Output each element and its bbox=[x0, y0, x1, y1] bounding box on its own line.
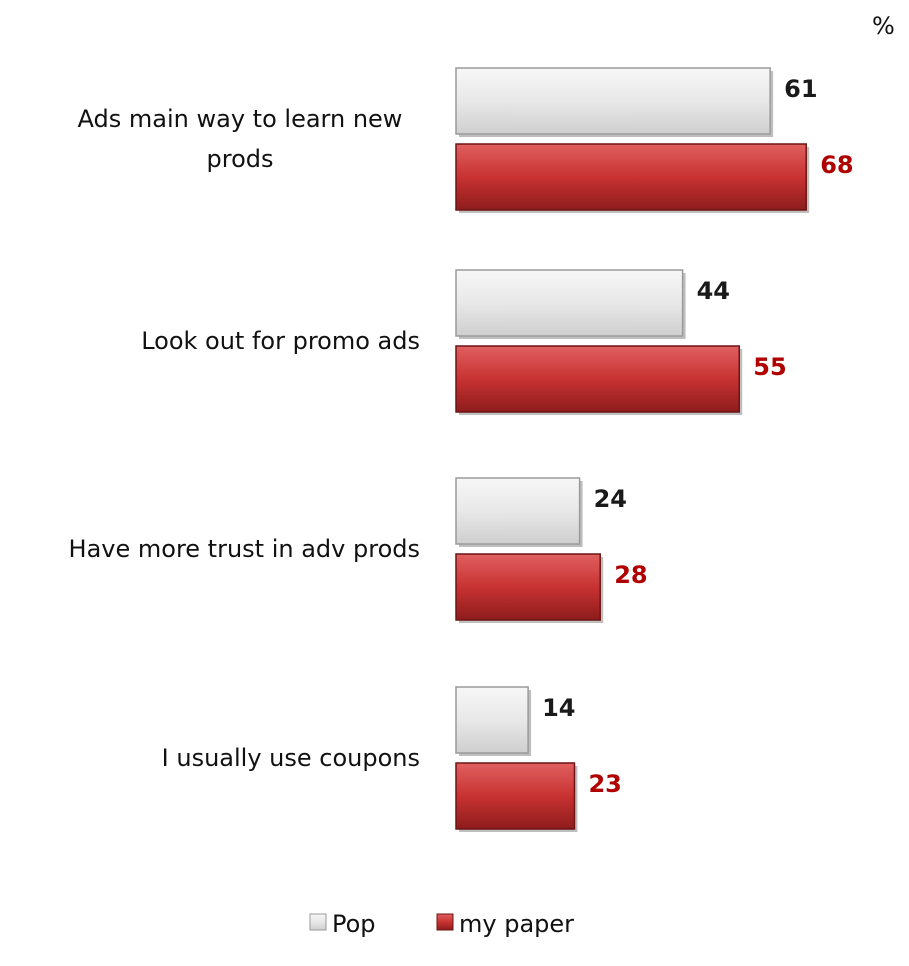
bar-pop bbox=[455, 686, 529, 754]
data-label: 55 bbox=[753, 353, 786, 381]
legend-swatch bbox=[309, 913, 327, 931]
category-label: prods bbox=[207, 145, 274, 173]
category-label: Look out for promo ads bbox=[141, 327, 420, 355]
bar-my-paper bbox=[455, 345, 740, 413]
legend-swatch bbox=[436, 913, 454, 931]
bar-my-paper bbox=[455, 143, 807, 211]
data-label: 44 bbox=[697, 277, 730, 305]
legend-label: Pop bbox=[332, 910, 376, 938]
bar-my-paper bbox=[455, 553, 601, 621]
bar-pop bbox=[455, 269, 684, 337]
data-label: 61 bbox=[784, 75, 817, 103]
data-label: 28 bbox=[614, 561, 647, 589]
legend-label: my paper bbox=[459, 910, 574, 938]
category-label: Ads main way to learn new bbox=[78, 105, 403, 133]
category-label: I usually use coupons bbox=[162, 744, 420, 772]
legend: Pop my paper bbox=[309, 910, 574, 938]
category-label: Have more trust in adv prods bbox=[69, 535, 420, 563]
data-label: 24 bbox=[594, 485, 627, 513]
bar-my-paper bbox=[455, 762, 576, 830]
bars-layer: Ads main way to learn new prods 61 68 Look o… bbox=[69, 67, 854, 832]
bar-pop bbox=[455, 67, 771, 135]
data-label: 23 bbox=[588, 770, 621, 798]
bar-pop bbox=[455, 477, 581, 545]
unit-label: % bbox=[872, 12, 895, 40]
data-label: 68 bbox=[820, 151, 853, 179]
data-label: 14 bbox=[542, 694, 575, 722]
